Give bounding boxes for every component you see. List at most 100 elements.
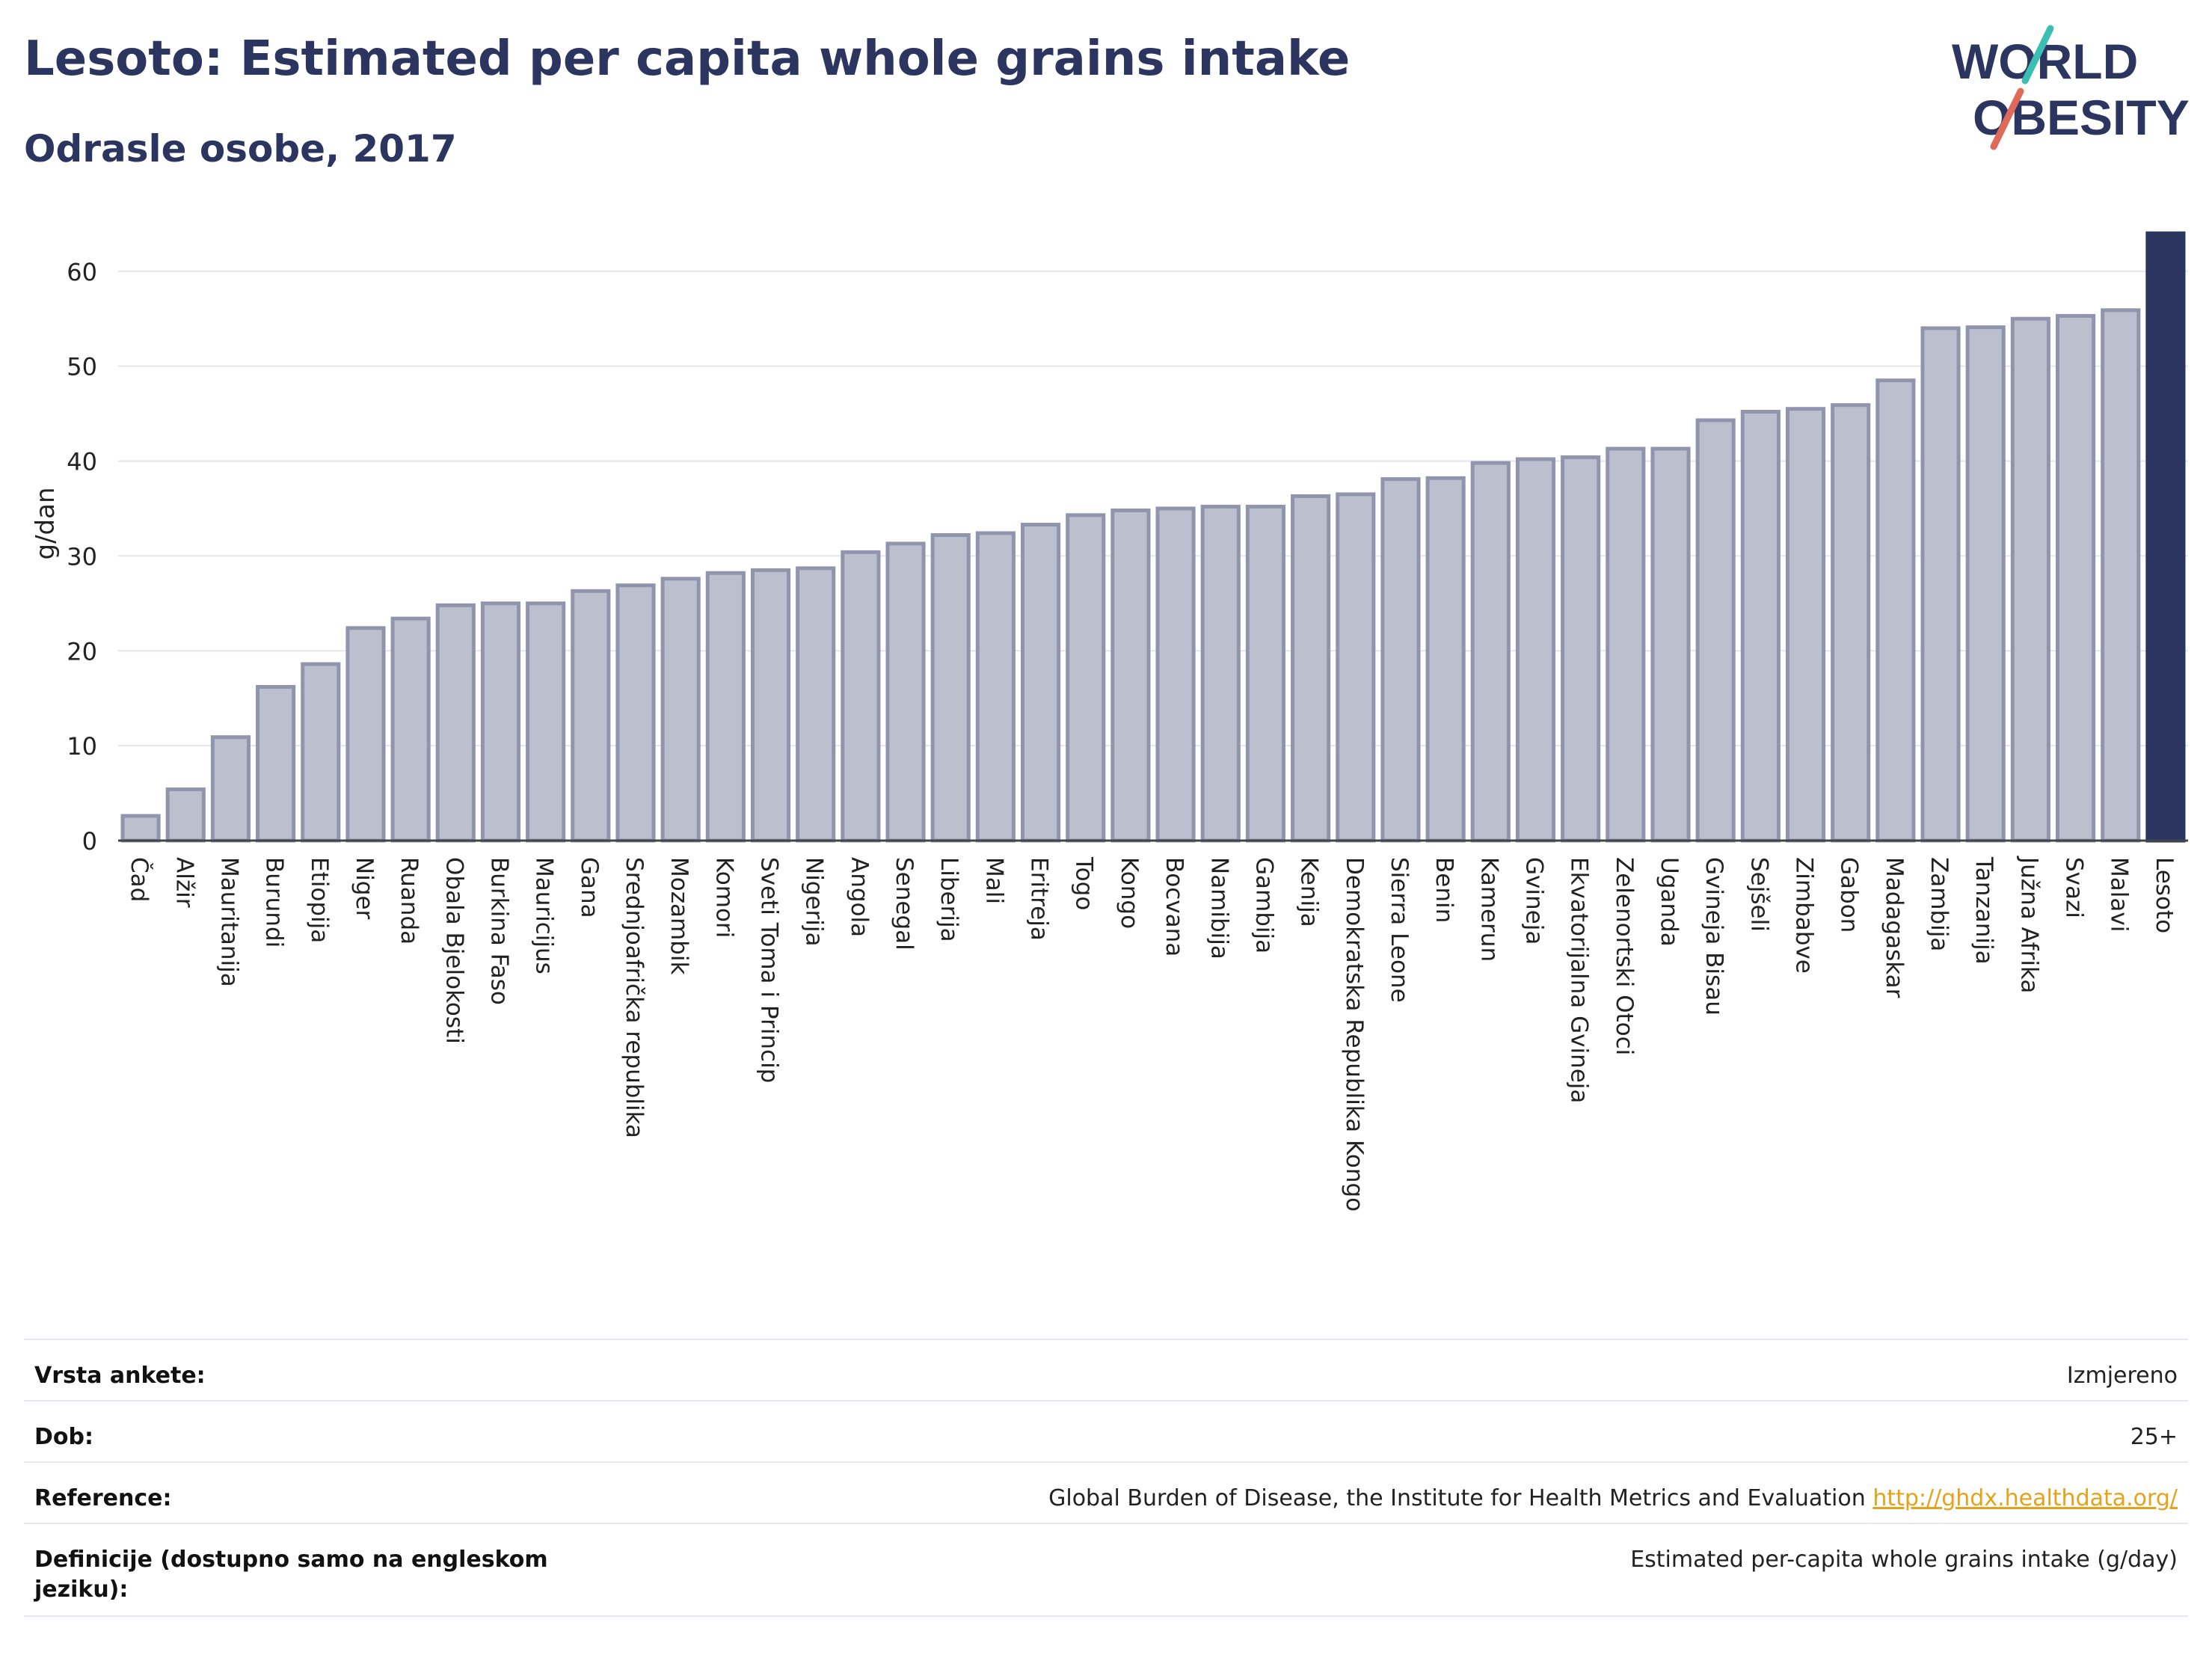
x-tick-label: Obala Bjelokosti xyxy=(440,857,467,1044)
x-tick-label: Ruanda xyxy=(396,857,423,945)
bar-gabon xyxy=(1831,403,1871,843)
bar-etiopija xyxy=(301,662,341,843)
y-tick-label: 60 xyxy=(67,258,97,286)
x-tick-label: Sveti Toma i Princip xyxy=(756,857,783,1083)
bar-kongo xyxy=(1110,508,1151,843)
bar-sveti-toma-i-princip xyxy=(750,568,791,843)
x-tick-label: Madagaskar xyxy=(1881,857,1908,998)
bar-burkina-faso xyxy=(480,601,521,843)
bar-komori xyxy=(705,571,746,843)
bars xyxy=(120,231,2186,843)
x-tick-label: Gambija xyxy=(1250,857,1277,954)
y-tick-labels: 0 10 20 30 40 50 60 xyxy=(67,258,97,856)
x-tick-label: Togo xyxy=(1071,856,1098,910)
bar-bocvana xyxy=(1155,506,1196,843)
x-tick-label: Uganda xyxy=(1656,857,1683,947)
bar-mauritanija xyxy=(210,735,251,843)
bar-gvineja-bisau xyxy=(1695,418,1736,843)
x-tick-label: Namibija xyxy=(1205,857,1232,959)
meta-label: Definicije (dostupno samo na engleskom j… xyxy=(34,1547,548,1603)
world-obesity-logo: WORLD OBESITY xyxy=(1952,25,2190,150)
x-tick-label: Južna Afrika xyxy=(2015,856,2042,993)
x-tick-label: Tanzanija xyxy=(1970,856,1997,965)
x-tick-label: Gana xyxy=(576,857,603,918)
bar-niger xyxy=(345,626,386,843)
bar-obala-bjelokosti xyxy=(435,603,476,843)
x-tick-label: Sejšeli xyxy=(1745,857,1772,932)
x-tick-label: Burundi xyxy=(261,857,288,948)
bar-sejšeli xyxy=(1740,410,1781,843)
x-tick-label: Mali xyxy=(980,857,1007,904)
x-tick-label: Nigerija xyxy=(801,857,828,947)
bar-gambija xyxy=(1245,504,1286,843)
x-tick-label: Čad xyxy=(126,857,153,902)
bar-malavi xyxy=(2101,308,2141,843)
bar-nigerija xyxy=(796,566,836,843)
bar-sierra-leone xyxy=(1380,477,1421,843)
bar-gana xyxy=(571,589,611,843)
bar-ruanda xyxy=(390,616,431,843)
y-tick-label: 50 xyxy=(67,353,97,381)
bar-ekvatorijalna-gvineja xyxy=(1561,455,1601,843)
x-tick-label: Liberija xyxy=(936,857,962,942)
x-tick-label: Zelenortski Otoci xyxy=(1611,857,1638,1055)
x-tick-label: Etiopija xyxy=(306,857,333,943)
bar-mozambik xyxy=(660,577,701,843)
bar-namibija xyxy=(1200,504,1241,843)
meta-row-reference: Reference: Global Burden of Disease, the… xyxy=(24,1463,2188,1524)
meta-row-survey-type: Vrsta ankete: Izmjereno xyxy=(24,1340,2188,1401)
bar-zelenortski-otoci xyxy=(1606,446,1646,843)
x-tick-label: Gvineja Bisau xyxy=(1701,857,1727,1016)
bar-uganda xyxy=(1650,446,1691,843)
metadata-table: Vrsta ankete: Izmjereno Dob: 25+ Referen… xyxy=(24,1339,2188,1617)
x-tick-label: Mozambik xyxy=(666,857,692,974)
x-tick-label: Demokratska Republika Kongo xyxy=(1341,857,1368,1212)
meta-value: 25+ xyxy=(2130,1424,2178,1450)
bar-burundi xyxy=(256,684,296,843)
bar-gvineja xyxy=(1515,457,1556,843)
y-axis-label: g/dan xyxy=(31,487,61,559)
x-tick-labels: Čad Alžir Mauritanija Burundi Etiopija Niger R… xyxy=(126,856,2178,1212)
x-tick-label: Ekvatorijalna Gvineja xyxy=(1566,857,1593,1103)
bar-demokratska-republika-kongo xyxy=(1336,492,1376,843)
meta-row-age: Dob: 25+ xyxy=(24,1401,2188,1463)
bar-togo xyxy=(1066,513,1106,843)
bar-lesoto xyxy=(2145,231,2186,843)
bar-svazi xyxy=(2055,313,2096,843)
bar-kenija xyxy=(1291,494,1331,843)
bar-mauricijus xyxy=(526,601,566,843)
x-tick-label: Lesoto xyxy=(2151,857,2178,933)
bar-chart: 0 10 20 30 40 50 60 Čad Alžir Mauritanija Burundi… xyxy=(31,231,2188,1212)
meta-value: Izmjereno xyxy=(2066,1363,2178,1389)
reference-link[interactable]: http://ghdx.healthdata.org/ xyxy=(1872,1485,2178,1511)
y-tick-label: 40 xyxy=(67,448,97,476)
x-tick-label: Eritreja xyxy=(1026,857,1053,941)
bar-zimbabve xyxy=(1785,407,1826,843)
bar-čad xyxy=(120,814,161,843)
chart-title: Lesoto: Estimated per capita whole grain… xyxy=(24,31,1351,87)
x-tick-label: Sierra Leone xyxy=(1386,857,1413,1003)
bar-eritreja xyxy=(1020,523,1061,843)
bar-benin xyxy=(1425,476,1466,843)
bar-angola xyxy=(841,550,881,843)
x-tick-label: Niger xyxy=(351,857,378,920)
x-tick-label: Senegal xyxy=(891,857,918,951)
x-tick-label: Gabon xyxy=(1836,857,1863,933)
x-tick-label: Zimbabve xyxy=(1791,857,1818,974)
y-tick-label: 20 xyxy=(67,637,97,666)
chart-subtitle: Odrasle osobe, 2017 xyxy=(24,127,457,171)
meta-value: Estimated per-capita whole grains intake… xyxy=(1630,1547,2178,1573)
x-tick-label: Zambija xyxy=(1926,857,1953,951)
x-tick-label: Komori xyxy=(710,857,737,938)
x-tick-label: Gvineja xyxy=(1520,857,1547,945)
x-tick-label: Kamerun xyxy=(1475,857,1502,962)
x-tick-label: Angola xyxy=(846,857,873,937)
bar-madagaskar xyxy=(1875,378,1916,843)
x-tick-label: Benin xyxy=(1431,857,1457,923)
reference-text: Global Burden of Disease, the Institute … xyxy=(1048,1485,1866,1511)
x-tick-label: Mauricijus xyxy=(531,857,558,974)
x-tick-label: Kongo xyxy=(1116,857,1143,929)
x-tick-label: Alžir xyxy=(170,857,197,908)
meta-label: Vrsta ankete: xyxy=(34,1363,206,1389)
x-tick-label: Burkina Faso xyxy=(485,857,512,1005)
